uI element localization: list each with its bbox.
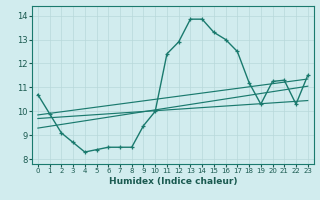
X-axis label: Humidex (Indice chaleur): Humidex (Indice chaleur)	[108, 177, 237, 186]
